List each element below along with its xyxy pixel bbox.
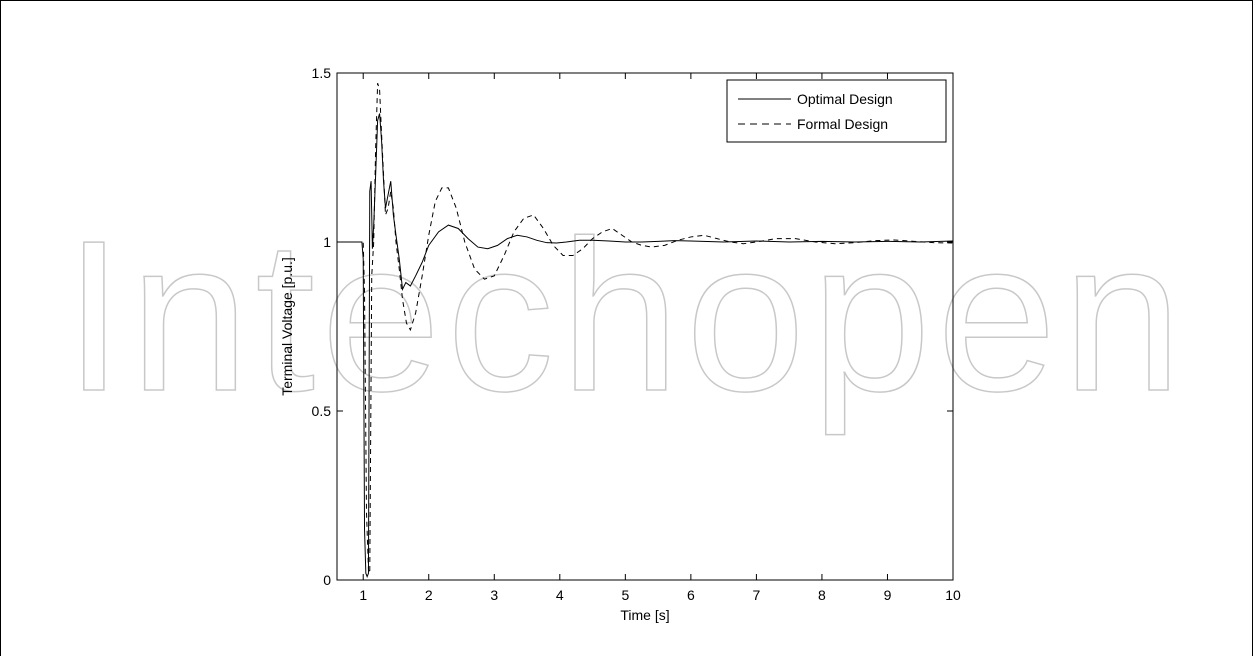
- x-tick-label: 8: [818, 587, 826, 603]
- x-tick-label: 1: [359, 587, 367, 603]
- x-tick-label: 2: [425, 587, 433, 603]
- x-tick-label: 9: [884, 587, 892, 603]
- series-layer: [337, 83, 954, 578]
- x-tick-label: 5: [621, 587, 629, 603]
- y-axis-label: Terminal Voltage [p.u.]: [279, 257, 295, 396]
- x-tick-label: 3: [490, 587, 498, 603]
- y-tick-label: 0.5: [312, 403, 332, 419]
- legend-label-formal: Formal Design: [797, 116, 888, 132]
- x-tick-label: 4: [556, 587, 564, 603]
- x-tick-label: 10: [945, 587, 961, 603]
- y-tick-label: 0: [323, 572, 331, 588]
- series-line-formal: [337, 83, 954, 574]
- series-line-optimal: [337, 113, 954, 578]
- plot-area: [336, 72, 954, 581]
- legend: Optimal Design Formal Design: [726, 79, 947, 143]
- y-tick-label: 1: [323, 234, 331, 250]
- axis-ticks: 1 2 3 4 5 6 7 8 9 10 0 0.5 1 1.5: [312, 65, 961, 603]
- y-tick-label: 1.5: [312, 65, 332, 81]
- x-tick-label: 7: [753, 587, 761, 603]
- x-axis-label: Time [s]: [620, 607, 669, 623]
- watermark-text: Intechopen: [64, 195, 1188, 436]
- x-tick-label: 6: [687, 587, 695, 603]
- legend-label-optimal: Optimal Design: [797, 91, 893, 107]
- legend-box: [726, 79, 947, 143]
